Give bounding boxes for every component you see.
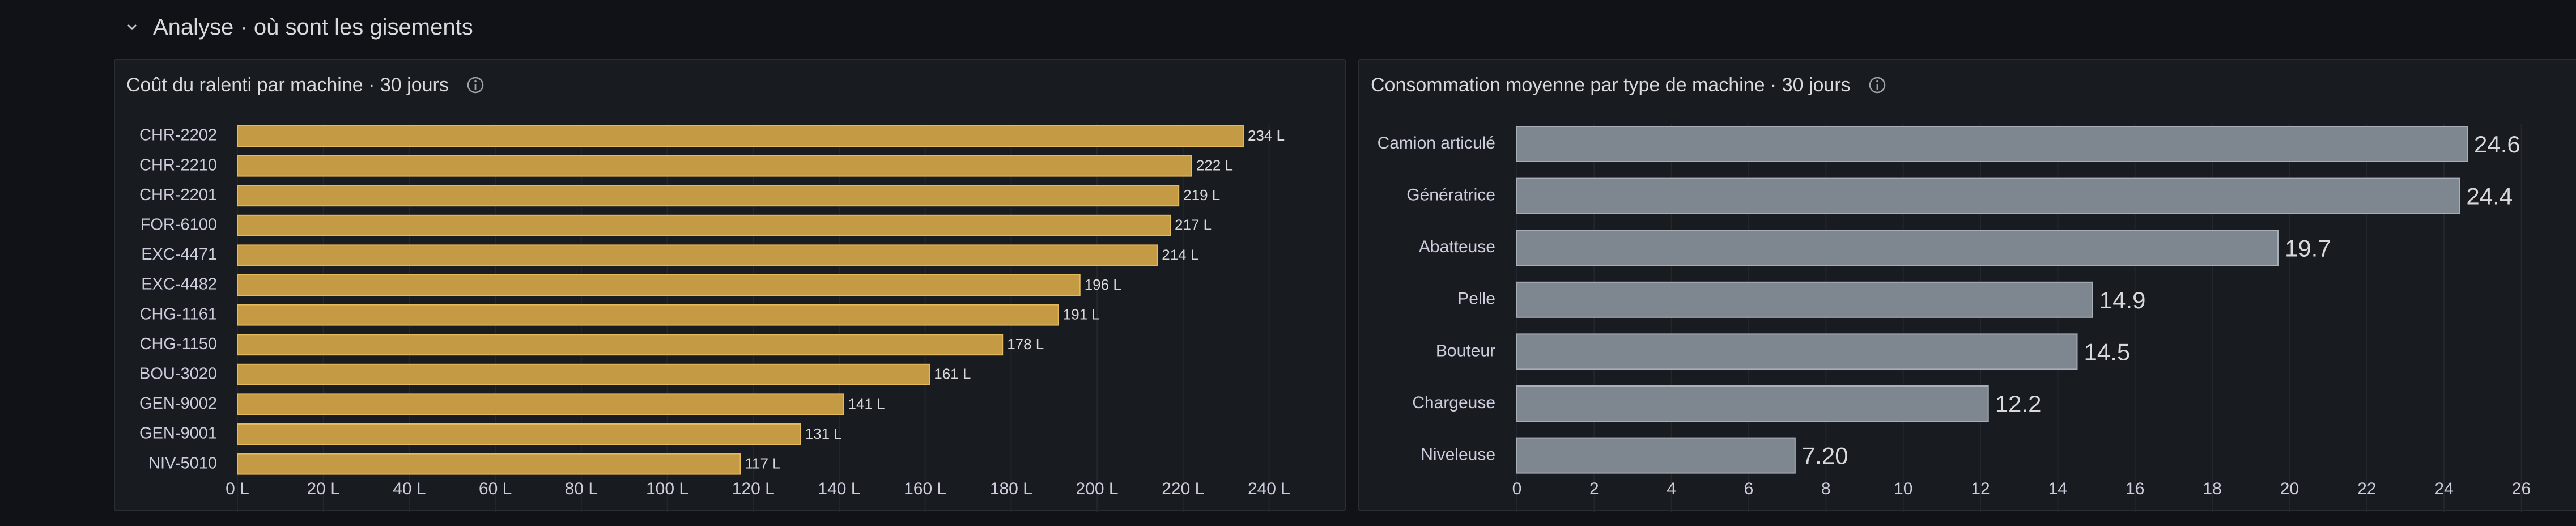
value-label: 222 L	[1196, 156, 1233, 173]
x-tick-label: 120 L	[732, 480, 775, 498]
chevron-down-icon[interactable]	[124, 19, 141, 36]
bar[interactable]	[1516, 126, 2468, 162]
bar[interactable]	[1516, 177, 2460, 214]
category-label: Pelle	[1457, 290, 1495, 308]
bar[interactable]	[237, 214, 1171, 236]
value-label: 19.7	[2285, 235, 2331, 261]
category-label: EXC-4471	[141, 245, 217, 264]
value-label: 178 L	[1007, 336, 1044, 353]
x-tick-label: 0 L	[226, 480, 249, 498]
x-tick-label: 4	[1667, 480, 1676, 498]
value-label: 191 L	[1063, 306, 1100, 323]
bar[interactable]	[237, 423, 801, 445]
value-label: 234 L	[1248, 127, 1285, 144]
info-icon[interactable]	[466, 75, 485, 95]
category-label: Bouteur	[1436, 341, 1495, 360]
bar[interactable]	[237, 274, 1081, 296]
value-label: 161 L	[934, 366, 971, 383]
x-tick-label: 6	[1744, 480, 1754, 498]
panel-avg-consumption: Consommation moyenne par type de machine…	[1358, 59, 2576, 512]
category-label: CHR-2210	[139, 156, 217, 174]
x-tick-label: 24	[2434, 480, 2453, 498]
bar[interactable]	[1516, 230, 2279, 266]
x-tick-label: 10	[1894, 480, 1912, 498]
category-label: FOR-6100	[141, 215, 217, 234]
bar[interactable]	[237, 334, 1004, 356]
x-tick-label: 200 L	[1076, 480, 1119, 498]
bar[interactable]	[237, 185, 1180, 207]
bar[interactable]	[1516, 333, 2078, 370]
panel-idle-cost: Coût du ralenti par machine · 30 jours 0…	[114, 59, 1346, 512]
x-tick-label: 240 L	[1248, 480, 1290, 498]
value-label: 12.2	[1995, 391, 2042, 417]
value-label: 14.9	[2099, 287, 2146, 313]
x-tick-label: 80 L	[565, 480, 598, 498]
value-label: 14.5	[2084, 338, 2130, 365]
value-label: 24.4	[2466, 183, 2513, 210]
x-tick-label: 12	[1971, 480, 1990, 498]
panel-title: Coût du ralenti par machine · 30 jours	[126, 74, 449, 96]
x-tick-label: 8	[1821, 480, 1831, 498]
bar[interactable]	[1516, 385, 1989, 422]
value-label: 219 L	[1183, 186, 1220, 203]
bar[interactable]	[1516, 437, 1796, 474]
bar[interactable]	[237, 304, 1059, 326]
x-tick-label: 0	[1512, 480, 1522, 498]
x-tick-label: 26	[2512, 480, 2531, 498]
bar[interactable]	[237, 244, 1158, 266]
value-label: 24.6	[2474, 131, 2520, 158]
category-label: Abatteuse	[1419, 237, 1495, 256]
x-tick-label: 40 L	[393, 480, 426, 498]
x-tick-label: 18	[2203, 480, 2221, 498]
value-label: 141 L	[848, 395, 885, 412]
category-label: CHG-1161	[140, 305, 217, 323]
bar[interactable]	[237, 155, 1192, 177]
category-label: Chargeuse	[1412, 393, 1495, 412]
row-title: Analyse · où sont les gisements	[153, 14, 473, 40]
bar[interactable]	[237, 393, 844, 415]
x-tick-label: 220 L	[1162, 480, 1204, 498]
panel-header: Consommation moyenne par type de machine…	[1371, 70, 1887, 100]
x-tick-label: 20	[2280, 480, 2299, 498]
idle-cost-chart: 0 L 20 L 40 L 60 L 80 L 100 L 120 L 140 L 160 L 1…	[139, 124, 1290, 512]
bar[interactable]	[237, 453, 741, 475]
x-tick-label: 60 L	[479, 480, 512, 498]
category-label: CHR-2201	[139, 186, 217, 204]
category-label: CHG-1150	[140, 335, 217, 353]
row-header[interactable]: Analyse · où sont les gisements	[124, 11, 473, 43]
category-label: GEN-9002	[139, 394, 217, 413]
info-icon[interactable]	[1868, 75, 1887, 95]
x-tick-label: 180 L	[990, 480, 1032, 498]
category-label: GEN-9001	[139, 425, 217, 443]
value-label: 214 L	[1162, 246, 1198, 263]
x-tick-label: 16	[2126, 480, 2144, 498]
x-tick-label: 22	[2357, 480, 2376, 498]
value-label: 217 L	[1175, 217, 1212, 234]
category-label: EXC-4482	[141, 275, 217, 294]
value-label: 131 L	[805, 425, 842, 442]
value-label: 7.20	[1802, 443, 1848, 469]
x-tick-label: 2	[1589, 480, 1599, 498]
category-label: Niveleuse	[1421, 446, 1495, 464]
x-tick-label: 14	[2048, 480, 2067, 498]
x-tick-label: 160 L	[904, 480, 946, 498]
bar[interactable]	[237, 363, 930, 385]
x-tick-label: 100 L	[646, 480, 688, 498]
value-label: 196 L	[1085, 276, 1121, 293]
bar[interactable]	[237, 125, 1244, 147]
category-label: Génératrice	[1406, 186, 1495, 205]
panel-header: Coût du ralenti par machine · 30 jours	[126, 70, 485, 100]
category-label: NIV-5010	[148, 454, 217, 472]
category-label: Camion articulé	[1378, 134, 1495, 152]
bar[interactable]	[1516, 281, 2093, 318]
panel-title: Consommation moyenne par type de machine…	[1371, 74, 1851, 96]
x-tick-label: 140 L	[818, 480, 860, 498]
category-label: CHR-2202	[139, 126, 217, 145]
value-label: 117 L	[745, 455, 780, 472]
category-label: BOU-3020	[139, 364, 217, 383]
x-tick-label: 20 L	[307, 480, 340, 498]
